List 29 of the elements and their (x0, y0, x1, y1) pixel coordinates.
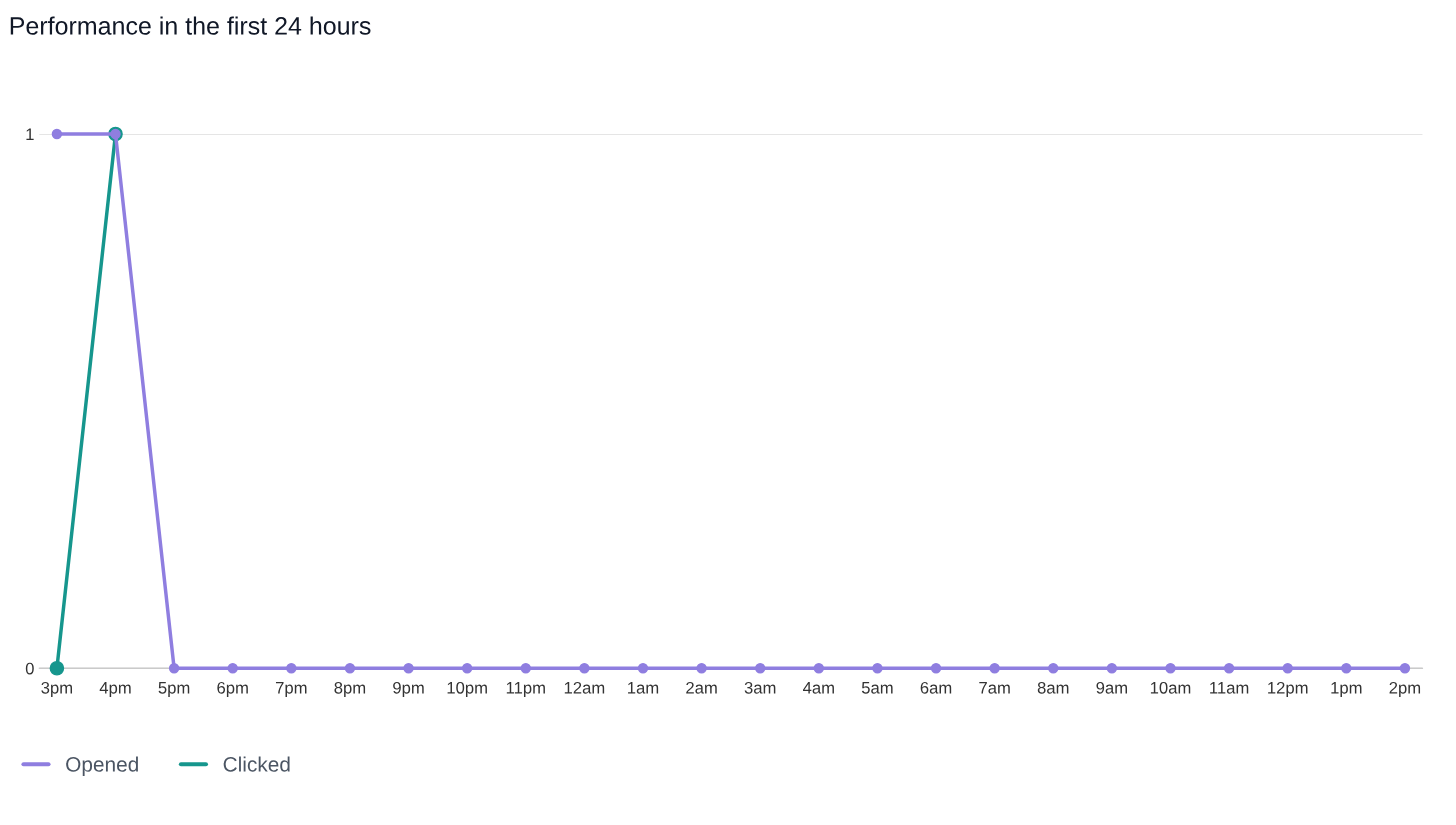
x-tick-label: 5pm (158, 682, 190, 697)
legend-label: Opened (66, 756, 138, 776)
x-tick-label: 8am (1037, 681, 1069, 694)
x-tick-label: 4pm (99, 682, 131, 697)
x-tick-label: 2am (686, 681, 717, 694)
x-tick-label: 11am (1210, 682, 1249, 694)
x-tick-label: 12pm (1268, 681, 1308, 697)
x-tick-label: 7pm (275, 682, 307, 697)
x-tick-label: 3am (744, 681, 776, 694)
y-tick-label: 1 (26, 128, 34, 141)
chart-title: Performance in the first 24 hours (10, 16, 371, 35)
x-tick-label: 6am (920, 681, 952, 694)
x-tick-label: 4am (803, 682, 834, 694)
y-tick-label: 0 (25, 662, 34, 675)
x-tick-label: 1pm (1331, 682, 1362, 697)
x-tick-label: 8pm (334, 681, 366, 697)
x-tick-label: 9am (1096, 681, 1127, 694)
x-tick-label: 7am (979, 682, 1010, 694)
x-tick-label: 12am (564, 681, 605, 694)
x-tick-label: 10am (1150, 681, 1191, 694)
x-tick-label: 1am (628, 682, 659, 694)
x-tick-label: 10pm (447, 681, 487, 697)
x-tick-label: 6pm (217, 681, 248, 697)
x-tick-label: 5am (861, 682, 893, 694)
x-tick-label: 11pm (506, 682, 545, 697)
x-tick-label: 2pm (1389, 681, 1421, 697)
x-tick-label: 3pm (41, 681, 73, 697)
legend-label: Clicked (223, 756, 290, 772)
x-tick-label: 9pm (393, 681, 424, 697)
